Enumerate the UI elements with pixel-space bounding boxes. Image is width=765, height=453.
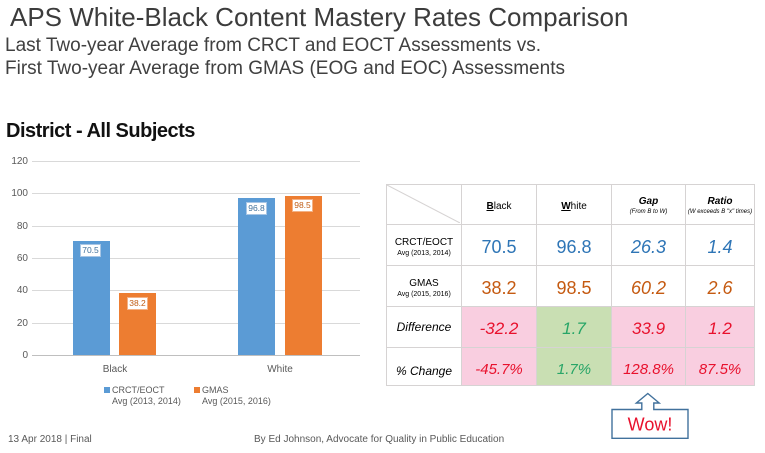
svg-text:Wow!: Wow! [628,415,673,435]
